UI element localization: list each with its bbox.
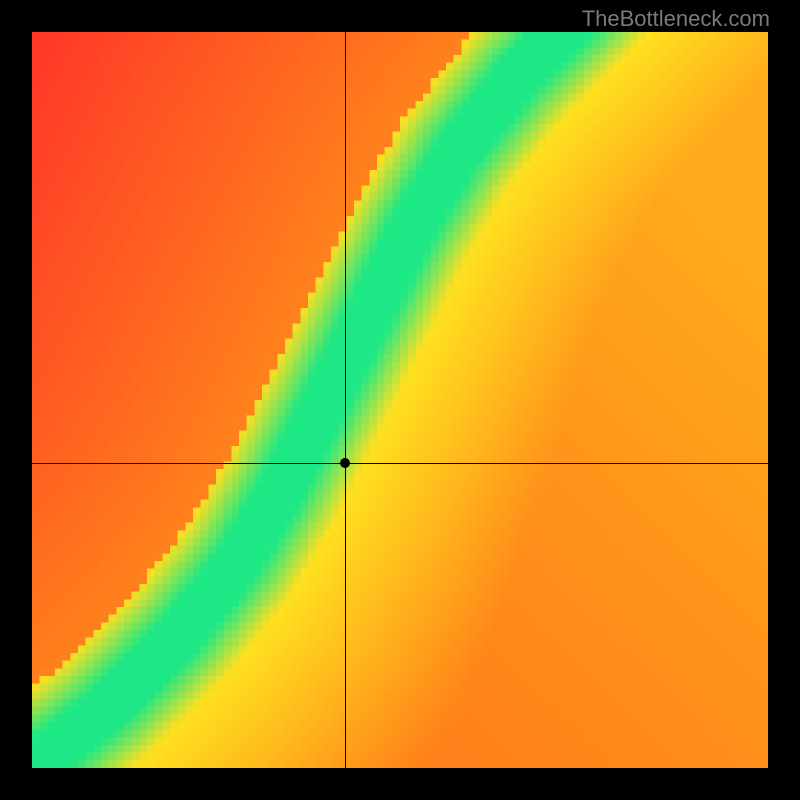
- watermark-text: TheBottleneck.com: [582, 6, 770, 32]
- crosshair-vertical: [345, 32, 346, 768]
- crosshair-horizontal: [32, 463, 768, 464]
- crosshair-marker-dot: [340, 458, 350, 468]
- heatmap-plot: [32, 32, 768, 768]
- heatmap-canvas: [32, 32, 768, 768]
